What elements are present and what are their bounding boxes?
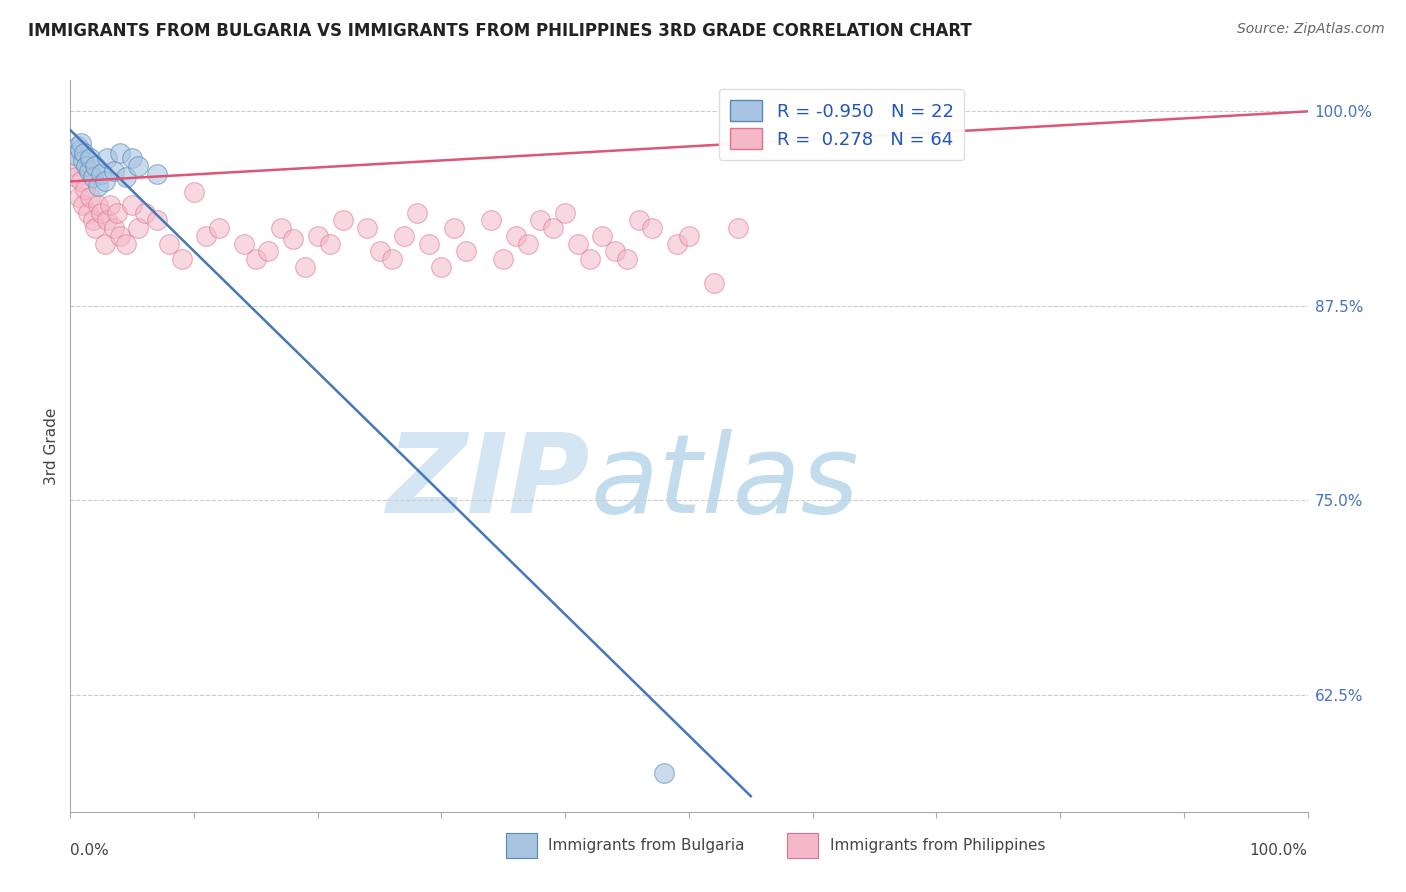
Point [368,244,391,259]
Point [115,169,138,184]
Point [127,159,149,173]
Point [381,252,404,267]
Point [479,213,502,227]
Text: IMMIGRANTS FROM BULGARIA VS IMMIGRANTS FROM PHILIPPINES 3RD GRADE CORRELATION CH: IMMIGRANTS FROM BULGARIA VS IMMIGRANTS F… [28,22,972,40]
Point [183,186,205,200]
Text: Immigrants from Bulgaria: Immigrants from Bulgaria [548,838,745,853]
Text: 100.0%: 100.0% [1250,843,1308,858]
Point [146,213,169,227]
Point [195,228,218,243]
Point [443,221,465,235]
Point [86,198,108,212]
Point [75,182,97,196]
Point [121,151,143,165]
Point [208,221,231,235]
Point [90,205,112,219]
Point [146,167,169,181]
Point [356,221,378,235]
Point [127,221,149,235]
Point [727,221,749,235]
Point [294,260,316,274]
Point [567,236,589,251]
Point [430,260,453,274]
Point [105,205,128,219]
Point [591,228,613,243]
Point [70,136,93,150]
Point [257,244,280,259]
Point [405,205,427,219]
Point [84,159,107,173]
Point [616,252,638,267]
Point [94,236,117,251]
Point [72,154,94,169]
Point [641,221,664,235]
Point [652,765,675,780]
Point [307,228,329,243]
Point [76,205,98,219]
Text: Immigrants from Philippines: Immigrants from Philippines [830,838,1045,853]
Point [79,151,101,165]
Point [70,174,93,188]
Point [245,252,267,267]
Point [98,198,121,212]
Point [319,236,342,251]
Point [103,221,125,235]
Point [505,228,527,243]
Point [84,221,107,235]
Point [232,236,254,251]
Point [67,190,90,204]
Point [517,236,540,251]
Point [115,236,138,251]
Point [281,232,304,246]
Point [541,221,564,235]
Text: atlas: atlas [591,429,859,536]
Point [579,252,602,267]
Point [72,198,94,212]
Point [75,159,97,173]
Point [94,174,117,188]
Point [96,151,118,165]
Point [170,252,193,267]
Point [79,190,101,204]
Point [665,236,688,251]
Point [65,148,87,162]
Text: 0.0%: 0.0% [70,843,110,858]
Point [332,213,354,227]
Text: Source: ZipAtlas.com: Source: ZipAtlas.com [1237,22,1385,37]
Y-axis label: 3rd Grade: 3rd Grade [44,408,59,484]
Point [73,146,96,161]
Point [103,163,125,178]
Point [82,169,104,184]
Point [82,213,104,227]
Point [678,228,700,243]
Point [134,205,156,219]
Point [628,213,651,227]
Point [492,252,515,267]
Point [529,213,551,227]
Point [121,198,143,212]
Point [90,167,112,181]
Legend: R = -0.950   N = 22, R =  0.278   N = 64: R = -0.950 N = 22, R = 0.278 N = 64 [718,89,965,160]
Point [108,146,131,161]
Point [86,179,108,194]
Point [77,163,100,178]
Point [63,159,86,173]
Point [418,236,440,251]
Point [66,138,89,153]
Point [157,236,180,251]
Point [554,205,576,219]
Point [603,244,626,259]
Point [703,276,725,290]
Point [394,228,416,243]
Text: ZIP: ZIP [387,429,591,536]
Point [108,228,131,243]
Point [65,169,87,184]
Point [96,213,118,227]
Point [69,144,91,158]
Point [270,221,292,235]
Point [456,244,478,259]
